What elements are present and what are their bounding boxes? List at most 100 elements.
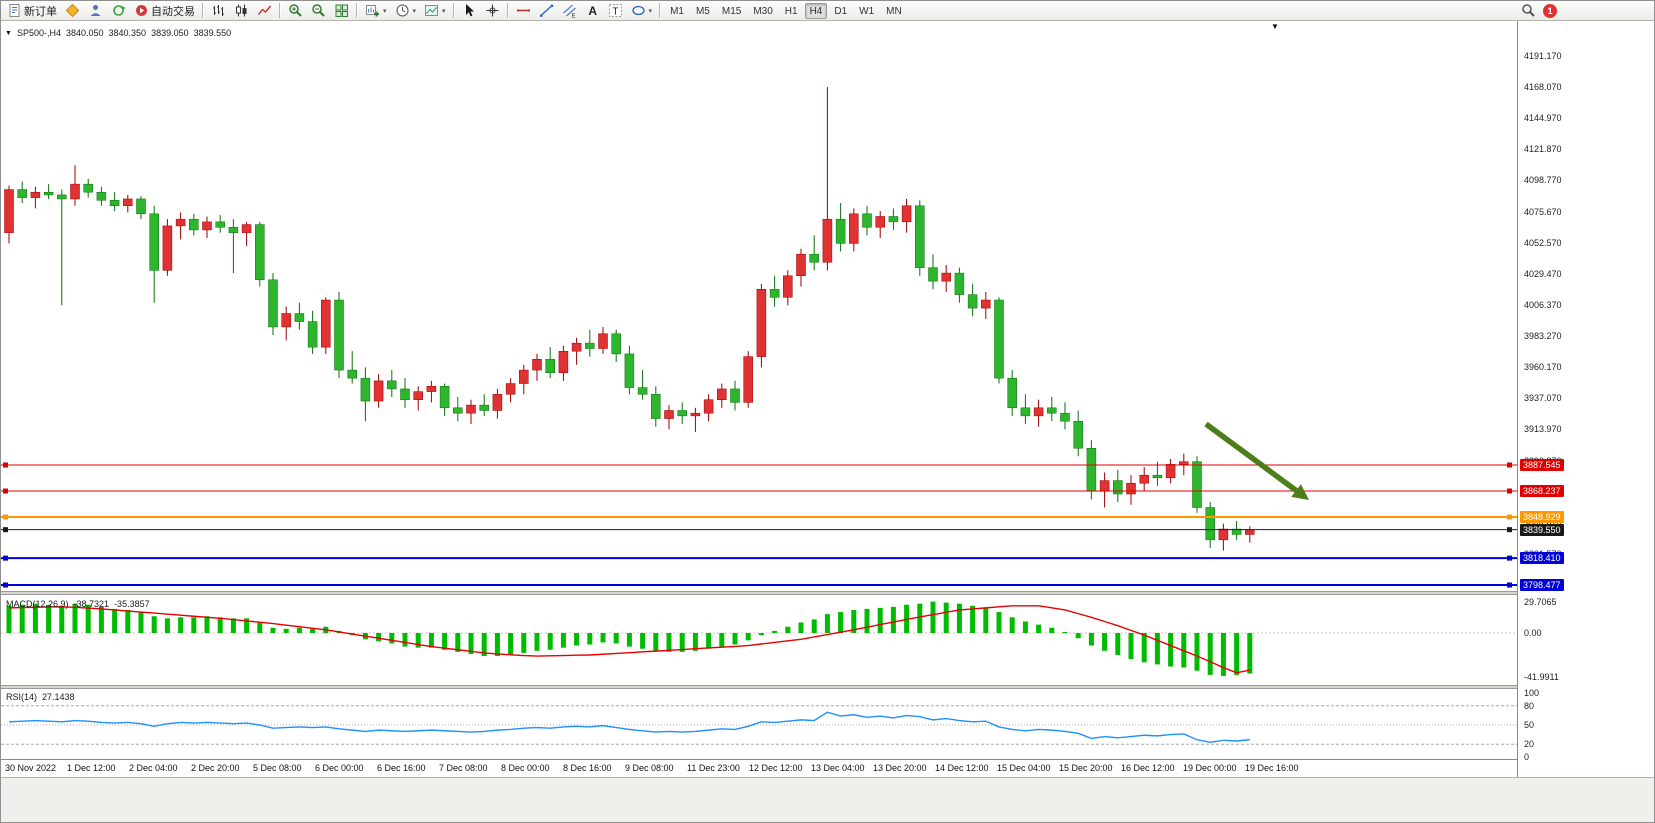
candle-chart-button[interactable] — [230, 2, 253, 20]
ohlc-low: 3839.050 — [151, 28, 189, 38]
time-label: 6 Dec 16:00 — [377, 763, 426, 773]
chart-menu-arrow[interactable]: ▼ — [1271, 22, 1279, 31]
price-chart[interactable] — [1, 21, 1517, 591]
bar-chart-button[interactable] — [207, 2, 230, 20]
timeframe-m5[interactable]: M5 — [695, 5, 710, 17]
time-label: 7 Dec 08:00 — [439, 763, 488, 773]
market-watch-button[interactable] — [84, 2, 107, 20]
cursor-button[interactable] — [458, 2, 481, 20]
logo-icon — [65, 3, 80, 18]
time-label: 9 Dec 08:00 — [625, 763, 674, 773]
channel-button[interactable]: E — [558, 2, 581, 20]
macd-signal-line — [8, 605, 1250, 674]
zoom-out-button[interactable] — [307, 2, 330, 20]
notification-badge[interactable]: 1 — [1543, 3, 1557, 18]
toolbar: 新订单 自动交易 ▾ ▾ ▾ E A T ▾ M1 M5 M15 M30 H1 H4 D1 W1 MN 1 — [1, 1, 1654, 21]
rsi-name: RSI(14) — [6, 692, 38, 702]
panel-separator[interactable] — [1, 685, 1654, 689]
time-label: 8 Dec 00:00 — [501, 763, 550, 773]
timeframe-h4[interactable]: H4 — [804, 2, 828, 19]
text-a-icon: A — [588, 4, 597, 18]
chart-area: ▼ SP500-,H4 3840.050 3840.350 3839.050 3… — [1, 21, 1654, 822]
panel-separator[interactable] — [1, 591, 1654, 595]
crosshair-icon — [486, 4, 499, 17]
search-button[interactable] — [1517, 2, 1540, 20]
timeframe-d1[interactable]: D1 — [834, 5, 848, 17]
chevron-down-icon: ▾ — [442, 7, 446, 15]
clock-icon — [396, 4, 409, 17]
macd-tick: -41.9911 — [1524, 671, 1559, 682]
line-chart-button[interactable] — [253, 2, 276, 20]
price-tag: 3868.237 — [1520, 485, 1564, 497]
level-lines[interactable] — [1, 462, 1517, 588]
toolbar-separator — [506, 3, 509, 18]
new-chart-button[interactable]: ▾ — [361, 2, 391, 20]
price-tick: 4121.870 — [1524, 144, 1562, 155]
cursor-icon — [465, 4, 474, 17]
toolbar-separator — [279, 3, 281, 18]
price-tag: 3839.550 — [1520, 523, 1564, 536]
time-label: 1 Dec 12:00 — [67, 763, 116, 773]
label-button[interactable]: T — [604, 2, 627, 20]
time-axis: 30 Nov 2022 1 Dec 12:00 2 Dec 04:00 2 Dec 2… — [1, 759, 1517, 777]
svg-text:A: A — [588, 4, 597, 18]
rsi-label: RSI(14) 27.1438 — [6, 692, 75, 702]
shapes-button[interactable]: ▾ — [627, 2, 657, 20]
period-button[interactable]: ▾ — [391, 2, 421, 20]
hline-button[interactable] — [512, 2, 535, 20]
rsi-tick: 100 — [1524, 688, 1540, 698]
auto-trading-button[interactable]: 自动交易 — [130, 2, 199, 20]
timeframe-h1[interactable]: H1 — [784, 5, 798, 17]
rsi-tick: 80 — [1524, 700, 1535, 711]
price-tag: 3887.545 — [1520, 459, 1564, 471]
macd-name: MACD(12,26,9) — [6, 599, 69, 609]
refresh-icon — [113, 5, 126, 16]
trend-arrow[interactable] — [1204, 421, 1309, 500]
toolbar-separator — [452, 3, 455, 18]
chevron-down-icon: ▾ — [648, 7, 653, 15]
channel-icon: E — [562, 4, 576, 18]
price-tag: 3848.929 — [1520, 511, 1564, 524]
text-t-icon: T — [608, 4, 622, 18]
symbol-dropdown-icon[interactable]: ▼ — [5, 29, 12, 37]
timeframe-m1[interactable]: M1 — [670, 5, 684, 17]
autotrade-icon — [136, 5, 147, 16]
zoom-in-button[interactable] — [284, 2, 307, 20]
time-label: 30 Nov 2022 — [5, 763, 57, 773]
rsi-tick: 50 — [1524, 720, 1535, 730]
refresh-button[interactable] — [107, 2, 130, 20]
trendline-button[interactable] — [535, 2, 558, 20]
template-button[interactable]: ▾ — [420, 2, 450, 20]
time-label: 13 Dec 20:00 — [873, 763, 927, 773]
price-tick: 4029.470 — [1524, 268, 1562, 279]
ohlc-close: 3839.550 — [193, 28, 232, 38]
tile-windows-button[interactable] — [330, 2, 353, 20]
timeframe-w1[interactable]: W1 — [859, 5, 875, 17]
price-tick: 4191.170 — [1524, 50, 1562, 61]
new-order-button[interactable]: 新订单 — [3, 2, 61, 20]
text-button[interactable]: A — [581, 2, 604, 20]
crosshair-button[interactable] — [481, 2, 504, 20]
macd-panel[interactable] — [1, 595, 1517, 685]
time-label: 5 Dec 08:00 — [253, 763, 302, 773]
rsi-panel[interactable] — [1, 689, 1517, 759]
bars-icon — [213, 5, 224, 16]
price-tick: 3937.070 — [1524, 393, 1562, 404]
time-label: 15 Dec 20:00 — [1059, 763, 1113, 773]
chevron-down-icon: ▾ — [383, 7, 387, 15]
rsi-tick: 20 — [1524, 739, 1535, 750]
new-order-icon — [9, 4, 20, 17]
toolbar-separator — [356, 3, 358, 18]
timeframe-m15[interactable]: M15 — [721, 5, 742, 17]
symbol-period: SP500-,H4 — [16, 28, 61, 38]
footer — [1, 777, 1654, 822]
logo-button[interactable] — [61, 2, 84, 20]
auto-trading-button-label: 自动交易 — [151, 5, 195, 18]
timeframe-mn[interactable]: MN — [886, 5, 902, 17]
chart-ohlc-header: ▼ SP500-,H4 3840.050 3840.350 3839.050 3… — [5, 28, 231, 38]
price-tick: 4098.770 — [1524, 175, 1562, 186]
timeframe-m30[interactable]: M30 — [753, 5, 773, 17]
rsi-tick: 0 — [1524, 752, 1530, 762]
time-label: 16 Dec 12:00 — [1121, 763, 1175, 773]
